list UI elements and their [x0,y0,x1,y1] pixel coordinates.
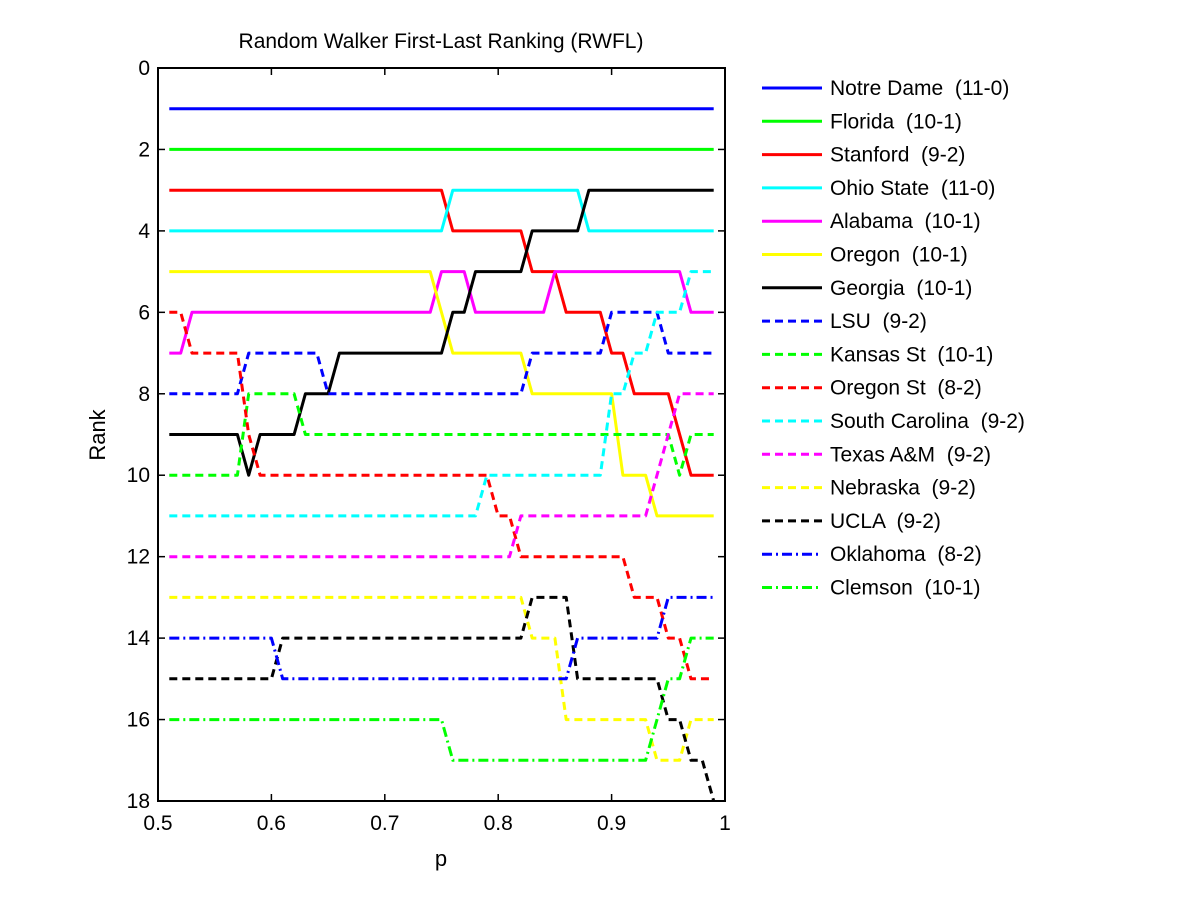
series-line-8 [169,392,714,477]
y-tick-label: 16 [127,709,150,732]
y-tick-label: 18 [127,790,150,813]
series-line-11 [169,392,714,559]
x-tick-label: 0.7 [370,812,399,835]
series-line-15 [169,636,714,762]
series-line-2 [169,188,714,477]
x-tick-label: 0.8 [484,812,513,835]
legend-label-2: Stanford (9-2) [830,144,965,167]
legend-label-12: Nebraska (9-2) [830,477,976,500]
series-layer [169,107,716,802]
y-tick-label: 14 [127,627,151,650]
y-tick-label: 10 [127,464,150,487]
plot-frame [157,67,726,802]
series-line-6 [169,188,714,477]
series-line-7 [169,310,714,396]
x-tick-label: 0.9 [597,812,626,835]
y-tick-label: 0 [138,57,150,80]
legend-label-3: Ohio State (11-0) [830,177,995,200]
y-tick-label: 8 [138,383,150,406]
series-line-9 [169,310,714,681]
legend-label-4: Alabama (10-1) [830,210,981,233]
legend-label-0: Notre Dame (11-0) [830,77,1009,100]
x-tick-label: 1 [719,812,731,835]
x-tick-label: 0.5 [143,812,172,835]
chart-title: Random Walker First-Last Ranking (RWFL) [239,30,644,53]
y-axis-label: Rank [85,408,110,460]
x-tick-label: 0.6 [257,812,286,835]
legend-label-1: Florida (10-1) [830,110,962,133]
series-line-3 [169,188,714,233]
series-line-14 [169,595,714,681]
y-tick-label: 6 [138,301,150,324]
series-line-5 [169,270,714,518]
legend-label-7: LSU (9-2) [830,310,927,333]
legend: Notre Dame (11-0) Florida (10-1) Stanford … [762,77,1025,600]
legend-label-8: Kansas St (10-1) [830,343,993,366]
legend-label-13: UCLA (9-2) [830,510,941,533]
series-line-10 [169,270,714,518]
x-axis-label: p [435,846,447,871]
y-tick-label: 12 [127,546,150,569]
legend-label-5: Oregon (10-1) [830,244,968,267]
series-line-13 [169,595,716,802]
legend-label-11: Texas A&M (9-2) [830,443,991,466]
y-tick-label: 2 [138,138,150,161]
y-tick-label: 4 [138,220,150,243]
legend-label-10: South Carolina (9-2) [830,410,1025,433]
legend-label-15: Clemson (10-1) [830,577,981,600]
legend-label-14: Oklahoma (8-2) [830,543,982,566]
legend-label-6: Georgia (10-1) [830,277,972,300]
legend-label-9: Oregon St (8-2) [830,377,982,400]
